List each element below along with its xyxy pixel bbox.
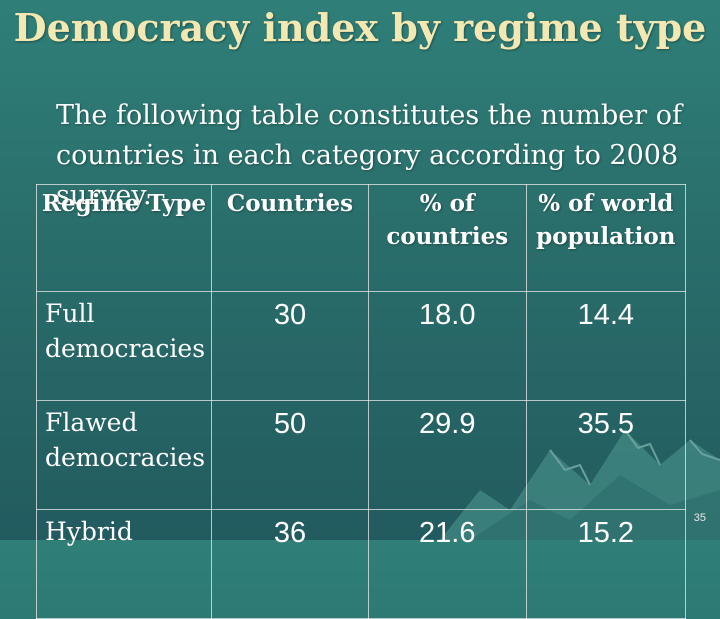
cell-percent-population: 14.4 (525, 291, 687, 401)
cell-regime-type: Full democracies (35, 291, 213, 401)
regime-table: Regime Type Countries % of countries % o… (35, 184, 687, 619)
cell-countries: 50 (211, 400, 369, 510)
table-row: Hybrid 36 21.6 15.2 (35, 509, 687, 619)
cell-percent-population: 35.5 (525, 400, 687, 510)
header-percent-world-population: % of world population (525, 184, 687, 292)
cell-regime-type: Hybrid (35, 509, 213, 619)
cell-regime-type: Flawed democracies (35, 400, 213, 510)
table-row: Flawed democracies 50 29.9 35.5 (35, 400, 687, 510)
cell-countries: 36 (211, 509, 369, 619)
page-number: 35 (693, 512, 706, 524)
header-percent-countries: % of countries (367, 184, 527, 292)
header-countries: Countries (211, 184, 369, 292)
table-row: Full democracies 30 18.0 14.4 (35, 291, 687, 401)
cell-countries: 30 (211, 291, 369, 401)
cell-percent-population: 15.2 (525, 509, 687, 619)
cell-percent-countries: 21.6 (367, 509, 527, 619)
slide-title: Democracy index by regime type (13, 5, 707, 50)
table-header-row: Regime Type Countries % of countries % o… (35, 184, 687, 292)
header-regime-type: Regime Type (35, 184, 213, 292)
cell-percent-countries: 18.0 (367, 291, 527, 401)
cell-percent-countries: 29.9 (367, 400, 527, 510)
